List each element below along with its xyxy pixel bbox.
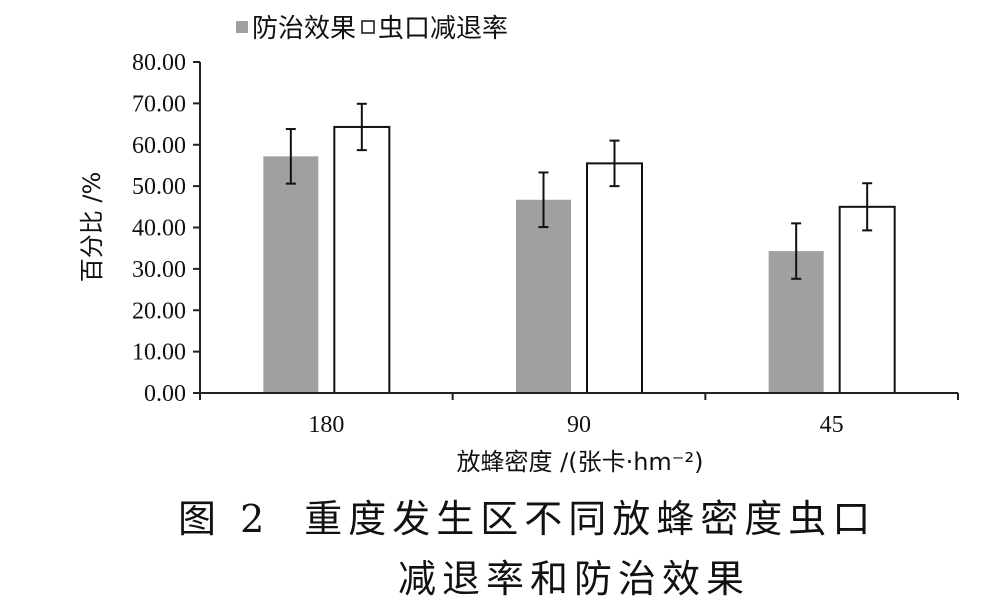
- bar-population-reduction-90: [586, 162, 643, 394]
- legend-label: 虫口减退率: [378, 14, 508, 44]
- y-tick-label: 40.00: [132, 216, 186, 242]
- legend: 防治效果 虫口减退率: [236, 14, 508, 44]
- legend-swatch: [236, 21, 248, 33]
- chart: 防治效果 虫口减退率 0.00 10.00 20.00 30.00 40.00 50.00 6…: [78, 14, 959, 476]
- y-tick-label: 80.00: [132, 50, 186, 76]
- x-tick-label: 180: [308, 412, 344, 438]
- y-tick-label: 0.00: [144, 381, 186, 407]
- bar-control-effect-90: [516, 199, 571, 393]
- y-axis-label: 百分比 /%: [78, 172, 106, 283]
- y-axis-ticks: 0.00 10.00 20.00 30.00 40.00 50.00 60.00 70.00 8…: [132, 50, 200, 407]
- bars: [263, 102, 896, 395]
- x-axis-label: 放蜂密度 /(张卡·hm⁻²): [457, 448, 704, 476]
- y-tick-label: 10.00: [132, 340, 186, 366]
- y-tick-label: 70.00: [132, 91, 186, 117]
- bar-population-reduction-45: [838, 205, 896, 394]
- x-tick-label: 90: [567, 412, 591, 438]
- figure-caption-title: 重度发生区不同放蜂密度虫口: [304, 497, 877, 541]
- y-tick-label: 50.00: [132, 174, 186, 200]
- y-tick-label: 60.00: [132, 133, 186, 159]
- x-axis-ticks: 180 90 45: [199, 393, 959, 438]
- y-tick-label: 20.00: [132, 298, 186, 324]
- figure-number: 图 2: [178, 497, 271, 541]
- figure-caption-line1: 图 2 重度发生区不同放蜂密度虫口: [178, 488, 876, 543]
- x-tick-label: 45: [820, 412, 844, 438]
- bar-population-reduction-180: [333, 125, 391, 395]
- figure-caption-line2: 减退率和防治效果: [398, 557, 751, 601]
- legend-label: 防治效果: [252, 14, 356, 44]
- bar-control-effect-180: [263, 156, 319, 393]
- legend-swatch: [361, 20, 375, 34]
- y-tick-label: 30.00: [132, 257, 186, 283]
